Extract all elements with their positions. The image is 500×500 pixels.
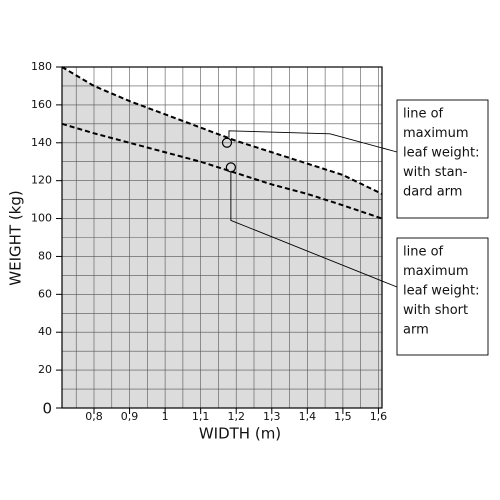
y-tick-label: 100 (31, 212, 52, 225)
x-tick-label: 0,8 (85, 410, 103, 423)
x-axis-label: WIDTH (m) (199, 425, 281, 443)
annotation-text: arm (403, 323, 429, 338)
annotation-text: dard arm (403, 185, 462, 200)
leader-line (228, 130, 398, 153)
y-tick-label: 160 (31, 98, 52, 111)
annotation-box (396, 237, 489, 356)
y-tick-label: 80 (38, 249, 52, 262)
annotation-text: line of (403, 245, 444, 260)
y-tick-label: 60 (38, 287, 52, 300)
annotation-marker (221, 137, 233, 148)
y-axis-label: WEIGHT (kg) (7, 190, 25, 285)
y-tick-label: 140 (31, 136, 52, 149)
annotation-text: maximum (403, 264, 469, 279)
y-tick-label: 20 (38, 363, 52, 376)
y-tick-label: 0 (42, 400, 52, 418)
x-tick-label: 1,2 (227, 410, 245, 423)
annotation-text: leaf weight: (403, 284, 480, 299)
series-line (61, 122, 383, 220)
x-tick-label: 1,6 (370, 410, 388, 423)
annotation-text: with short (403, 303, 468, 318)
y-tick-label: 180 (31, 60, 52, 73)
y-tick-label: 40 (38, 325, 52, 338)
x-tick-label: 1,3 (263, 410, 281, 423)
x-tick-label: 1,4 (299, 410, 317, 423)
series-line (61, 66, 383, 195)
annotation-marker (225, 162, 236, 173)
x-tick-label: 1,5 (334, 410, 352, 423)
leader-line (230, 172, 398, 288)
annotation-text: with stan- (403, 165, 468, 180)
x-tick-label: 1,1 (192, 410, 210, 423)
x-tick-label: 0,9 (121, 410, 139, 423)
annotation-text: line of (403, 107, 444, 122)
annotation-text: maximum (403, 126, 469, 141)
annotation-text: leaf weight: (403, 146, 480, 161)
y-tick-label: 120 (31, 174, 52, 187)
plot-frame (61, 66, 383, 409)
annotation-box (396, 99, 489, 219)
x-tick-label: 1 (162, 410, 169, 423)
